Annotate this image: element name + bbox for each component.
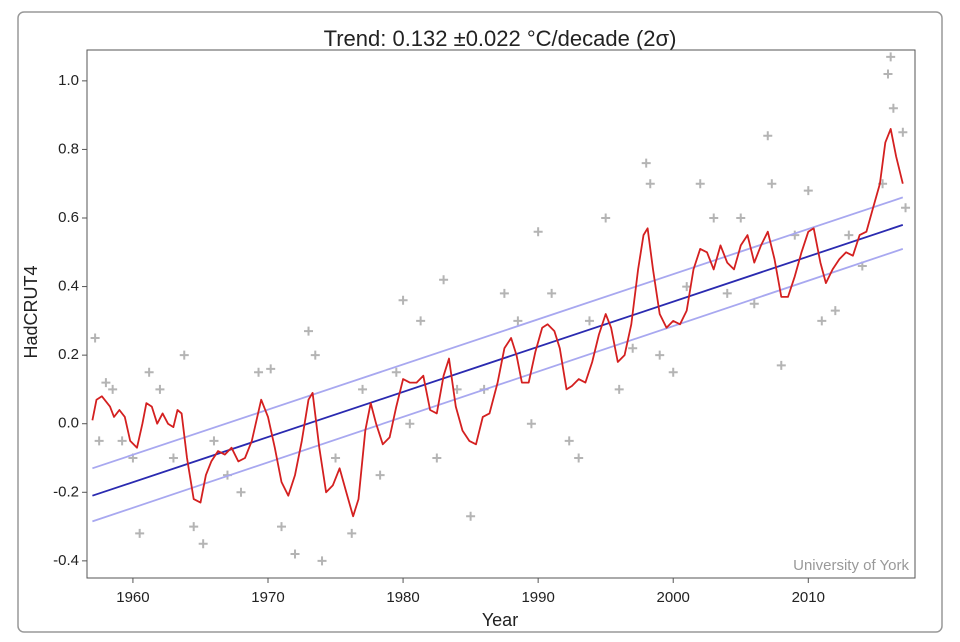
data-point bbox=[290, 549, 300, 559]
data-point bbox=[844, 230, 854, 240]
data-point bbox=[398, 295, 408, 305]
data-point bbox=[513, 316, 523, 326]
x-axis-label: Year bbox=[482, 610, 518, 630]
data-point bbox=[886, 52, 896, 62]
data-point bbox=[236, 487, 246, 497]
data-point bbox=[101, 378, 111, 388]
data-point bbox=[584, 316, 594, 326]
data-point bbox=[155, 384, 165, 394]
data-point bbox=[209, 436, 219, 446]
data-point bbox=[547, 288, 557, 298]
x-tick-label: 1990 bbox=[521, 589, 554, 606]
data-point bbox=[189, 522, 199, 532]
data-point bbox=[628, 343, 638, 353]
data-point bbox=[310, 350, 320, 360]
data-point bbox=[668, 367, 678, 377]
data-point bbox=[655, 350, 665, 360]
data-point bbox=[817, 316, 827, 326]
data-point bbox=[135, 528, 145, 538]
data-point bbox=[432, 453, 442, 463]
data-point bbox=[736, 213, 746, 223]
y-tick-label: 0.2 bbox=[58, 346, 79, 363]
data-point bbox=[763, 131, 773, 141]
data-point bbox=[347, 528, 357, 538]
data-point bbox=[533, 227, 543, 237]
x-tick-label: 1980 bbox=[386, 589, 419, 606]
data-point bbox=[776, 360, 786, 370]
data-point bbox=[645, 179, 655, 189]
y-tick-label: 0.6 bbox=[58, 209, 79, 226]
y-tick-label: 1.0 bbox=[58, 72, 79, 89]
data-point bbox=[499, 288, 509, 298]
data-point bbox=[466, 511, 476, 521]
data-point bbox=[682, 282, 692, 292]
data-point bbox=[564, 436, 574, 446]
data-point bbox=[709, 213, 719, 223]
data-point bbox=[304, 326, 314, 336]
watermark: University of York bbox=[793, 557, 909, 574]
data-line bbox=[92, 196, 904, 470]
y-tick-label: -0.2 bbox=[53, 483, 79, 500]
data-point bbox=[179, 350, 189, 360]
data-point bbox=[391, 367, 401, 377]
plot-area bbox=[86, 49, 916, 579]
data-point bbox=[749, 299, 759, 309]
data-point bbox=[574, 453, 584, 463]
y-tick-label: -0.4 bbox=[53, 552, 79, 569]
data-point bbox=[90, 333, 100, 343]
data-point bbox=[601, 213, 611, 223]
data-point bbox=[266, 364, 276, 374]
y-tick-label: 0.8 bbox=[58, 140, 79, 157]
y-tick-label: 0.0 bbox=[58, 415, 79, 432]
data-point bbox=[375, 470, 385, 480]
data-point bbox=[803, 186, 813, 196]
chart-frame bbox=[17, 11, 943, 633]
data-point bbox=[277, 522, 287, 532]
x-tick-label: 1970 bbox=[251, 589, 284, 606]
data-point bbox=[830, 306, 840, 316]
data-point bbox=[888, 103, 898, 113]
data-point bbox=[722, 288, 732, 298]
x-tick-label: 1960 bbox=[116, 589, 149, 606]
chart-title: Trend: 0.132 ±0.022 °C/decade (2σ) bbox=[324, 26, 677, 51]
data-point bbox=[317, 556, 327, 566]
data-point bbox=[641, 158, 651, 168]
x-tick-label: 2010 bbox=[792, 589, 825, 606]
data-point bbox=[526, 419, 536, 429]
data-point bbox=[254, 367, 264, 377]
data-point bbox=[108, 384, 118, 394]
x-tick-label: 2000 bbox=[657, 589, 690, 606]
data-point bbox=[331, 453, 341, 463]
data-point bbox=[117, 436, 127, 446]
data-point bbox=[883, 69, 893, 79]
data-point bbox=[767, 179, 777, 189]
data-point bbox=[439, 275, 449, 285]
data-point bbox=[168, 453, 178, 463]
data-point bbox=[94, 436, 104, 446]
y-tick-label: 0.4 bbox=[58, 278, 79, 295]
data-point bbox=[695, 179, 705, 189]
data-point bbox=[898, 127, 908, 137]
plot-content bbox=[90, 52, 911, 566]
data-point bbox=[358, 384, 368, 394]
data-point bbox=[614, 384, 624, 394]
y-axis-label: HadCRUT4 bbox=[21, 265, 41, 358]
data-point bbox=[405, 419, 415, 429]
data-point bbox=[144, 367, 154, 377]
data-point bbox=[901, 203, 911, 213]
data-line bbox=[91, 128, 904, 518]
data-point bbox=[416, 316, 426, 326]
data-point bbox=[198, 539, 208, 549]
